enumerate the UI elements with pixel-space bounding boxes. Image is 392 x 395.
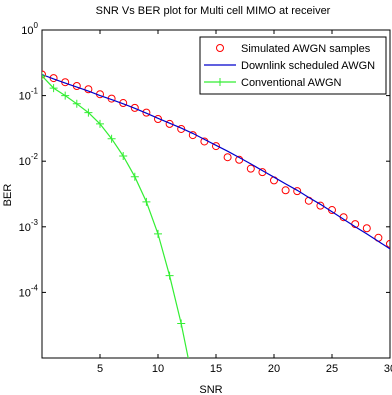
y-tick-label-base: 10	[19, 91, 31, 103]
data-point-simulated-awgn-samples	[177, 124, 186, 133]
y-tick-label-base: 10	[19, 287, 31, 299]
x-tick-label: 20	[268, 363, 280, 375]
y-tick-label-exponent: -1	[31, 87, 39, 96]
legend-label-simulated: Simulated AWGN samples	[241, 43, 371, 55]
legend-label-downlink: Downlink scheduled AWGN	[241, 60, 375, 72]
data-point-simulated-awgn-samples	[293, 187, 302, 196]
y-tick-label-base: 10	[19, 156, 31, 168]
y-tick-label-exponent: -3	[31, 218, 39, 227]
legend-marker-conventional	[216, 78, 224, 86]
data-point-simulated-awgn-samples	[386, 239, 390, 248]
data-point-simulated-awgn-samples	[130, 103, 139, 112]
legend: Simulated AWGN samples Downlink schedule…	[199, 36, 387, 95]
legend-label-conventional: Conventional AWGN	[241, 77, 342, 89]
y-tick-label: 100	[21, 21, 38, 37]
data-point-conventional-awgn	[61, 91, 70, 100]
data-point-conventional-awgn	[84, 108, 93, 117]
y-tick-label: 10-4	[19, 283, 39, 299]
x-tick-label: 5	[97, 363, 103, 375]
x-tick-label: 15	[210, 363, 222, 375]
x-tick-label: 10	[152, 363, 164, 375]
data-point-simulated-awgn-samples	[316, 201, 325, 210]
data-point-simulated-awgn-samples	[362, 224, 371, 233]
data-point-conventional-awgn	[142, 197, 151, 206]
legend-marker-simulated	[216, 44, 224, 52]
data-point-conventional-awgn	[72, 99, 81, 108]
x-tick-label: 30	[384, 363, 392, 375]
y-tick-label: 10-2	[19, 152, 39, 168]
y-tick-label: 10-1	[19, 87, 39, 103]
data-point-simulated-awgn-samples	[223, 153, 232, 162]
data-point-simulated-awgn-samples	[246, 164, 255, 173]
data-point-simulated-awgn-samples	[142, 108, 151, 117]
data-point-conventional-awgn	[165, 271, 174, 280]
y-tick-label-exponent: -4	[31, 283, 39, 292]
data-point-conventional-awgn	[130, 172, 139, 181]
x-tick-label: 25	[326, 363, 338, 375]
series-line-conventional-awgn	[42, 75, 189, 358]
y-tick-label: 10-3	[19, 218, 39, 234]
data-point-conventional-awgn	[189, 377, 197, 385]
data-point-conventional-awgn	[119, 152, 128, 161]
data-point-simulated-awgn-samples	[281, 186, 290, 195]
data-point-conventional-awgn	[96, 119, 104, 128]
data-point-conventional-awgn	[49, 84, 58, 93]
data-point-simulated-awgn-samples	[42, 70, 46, 79]
data-point-simulated-awgn-samples	[165, 119, 174, 128]
y-tick-label-exponent: -2	[31, 152, 39, 161]
series-line-downlink-scheduled-awgn	[42, 73, 390, 250]
y-tick-label-exponent: 0	[34, 21, 39, 30]
data-point-conventional-awgn	[107, 134, 116, 143]
data-point-conventional-awgn	[42, 71, 46, 80]
y-tick-label-base: 10	[19, 222, 31, 234]
data-point-conventional-awgn	[177, 319, 186, 328]
data-point-simulated-awgn-samples	[84, 85, 93, 94]
chart-title: SNR Vs BER plot for Multi cell MIMO at r…	[96, 5, 331, 17]
data-point-conventional-awgn	[154, 229, 162, 238]
x-axis-label: SNR	[199, 384, 222, 395]
y-axis-label: BER	[2, 184, 14, 207]
data-point-simulated-awgn-samples	[212, 142, 220, 151]
series-layer	[42, 70, 390, 385]
series-group	[42, 70, 390, 385]
data-point-simulated-awgn-samples	[154, 114, 162, 123]
y-tick-label-base: 10	[21, 25, 33, 37]
